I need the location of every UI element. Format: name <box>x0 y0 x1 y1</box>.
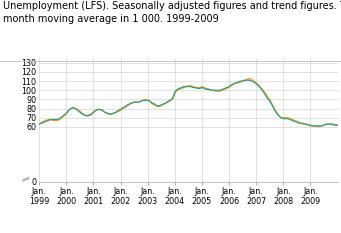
Trend <box>324 123 328 126</box>
Line: Seasonally adjusted: Seasonally adjusted <box>39 78 341 127</box>
Text: Unemployment (LFS). Seasonally adjusted figures and trend figures. Three-
month : Unemployment (LFS). Seasonally adjusted … <box>3 1 341 24</box>
Trend <box>311 125 315 127</box>
Seasonally adjusted <box>281 116 285 119</box>
Seasonally adjusted <box>317 125 322 128</box>
Seasonally adjusted <box>125 104 130 107</box>
Seasonally adjusted <box>182 86 186 89</box>
Trend <box>243 79 247 82</box>
Trend <box>182 85 186 88</box>
Line: Trend: Trend <box>39 80 341 126</box>
Trend <box>247 79 251 82</box>
Trend <box>125 103 130 106</box>
Seasonally adjusted <box>324 123 328 126</box>
Trend <box>37 123 41 126</box>
Trend <box>168 99 172 102</box>
Seasonally adjusted <box>168 99 172 102</box>
Seasonally adjusted <box>37 123 41 126</box>
Trend <box>281 117 285 120</box>
Seasonally adjusted <box>247 77 251 80</box>
Seasonally adjusted <box>245 78 249 81</box>
